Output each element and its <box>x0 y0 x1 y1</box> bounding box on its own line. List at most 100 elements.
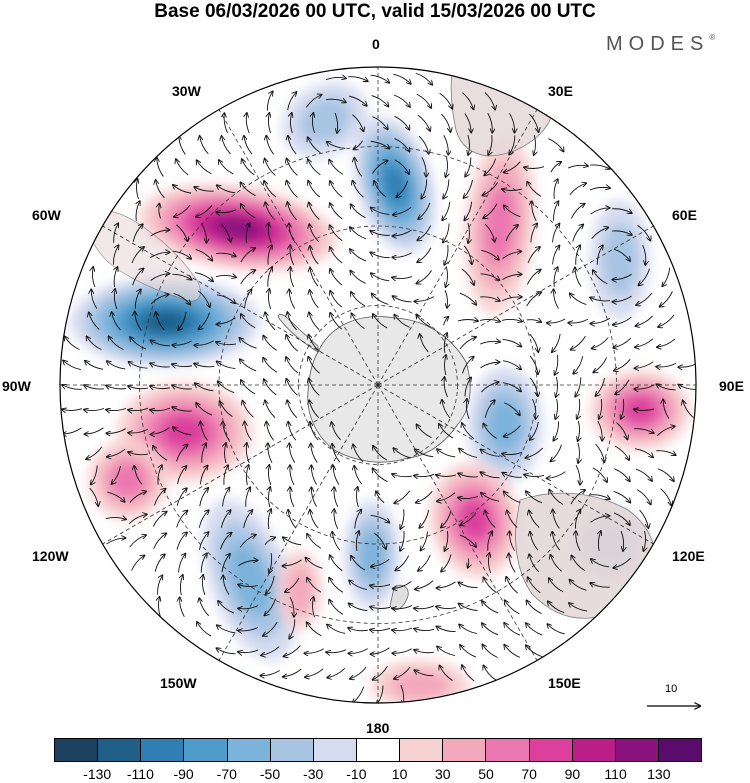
positive-anomaly-contour <box>459 499 491 541</box>
wind-arrow <box>534 134 536 155</box>
wind-arrow <box>464 179 473 198</box>
wind-arrow <box>238 585 259 587</box>
wind-arrow <box>483 203 498 218</box>
wind-arrow <box>590 318 610 323</box>
wind-arrow <box>354 158 362 177</box>
wind-arrow <box>106 385 126 388</box>
wind-arrow <box>241 204 256 219</box>
wind-arrow <box>246 443 250 464</box>
wind-arrow <box>436 606 457 608</box>
wind-arrow <box>458 473 478 477</box>
colorbar-tick-label: -30 <box>303 766 324 782</box>
wind-arrow <box>526 645 543 658</box>
wind-arrow <box>308 181 321 198</box>
wind-arrow <box>150 363 170 367</box>
wind-arrow <box>309 379 320 396</box>
land-layer <box>86 68 657 619</box>
wind-arrow <box>195 383 214 392</box>
wind-arrow <box>216 209 237 213</box>
wind-arrow <box>416 314 432 328</box>
negative-anomaly-contour <box>601 223 639 297</box>
wind-arrow <box>547 624 565 635</box>
wind-arrow <box>132 269 144 286</box>
wind-arrow <box>351 292 366 307</box>
colorbar-tick-label: 110 <box>604 766 627 782</box>
wind-arrow <box>441 113 450 132</box>
wind-arrow <box>223 575 230 595</box>
wind-arrow <box>113 245 118 265</box>
wind-arrow <box>394 115 410 129</box>
wind-arrow <box>129 535 146 548</box>
wind-arrow <box>267 267 272 287</box>
wind-arrow <box>460 645 477 658</box>
wind-arrow <box>63 360 81 371</box>
wind-arrow <box>91 289 98 309</box>
lon-label-90e: 90E <box>719 378 744 394</box>
wind-arrow <box>400 509 404 529</box>
wind-arrow <box>172 364 193 366</box>
wind-arrow <box>462 357 473 374</box>
wind-arrow <box>441 510 452 527</box>
wind-arrow <box>356 531 359 552</box>
wind-arrow <box>198 510 209 528</box>
wind-arrow <box>547 318 566 323</box>
wind-arrow <box>483 665 497 681</box>
wind-arrow <box>310 510 319 529</box>
wind-arrow <box>217 361 236 369</box>
wind-arrow <box>266 422 274 441</box>
wind-arrow <box>567 165 588 169</box>
wind-arrow <box>156 312 165 331</box>
wind-arrow <box>331 422 341 441</box>
wind-arrow <box>373 446 388 461</box>
wind-arrow <box>136 179 138 200</box>
wind-arrow <box>621 399 624 419</box>
wind-arrow <box>463 245 471 265</box>
wind-arrow <box>329 160 344 175</box>
wind-arrow <box>612 230 632 235</box>
wind-arrow <box>105 517 126 519</box>
wind-arrow <box>263 336 277 351</box>
wind-arrow <box>308 335 320 352</box>
wind-arrow <box>502 189 523 191</box>
wind-arrow <box>132 224 143 242</box>
wind-arrow <box>643 530 645 551</box>
wind-arrow <box>330 313 343 330</box>
wind-arrow <box>92 267 94 288</box>
wind-arrow <box>370 585 391 587</box>
wind-arrow <box>509 554 516 573</box>
wind-arrow <box>635 338 654 348</box>
wind-arrow <box>578 420 580 441</box>
wind-arrow <box>479 319 500 321</box>
wind-arrow <box>287 159 298 176</box>
wind-arrow <box>197 160 212 175</box>
wind-arrow <box>616 422 628 440</box>
wind-arrow <box>199 312 210 330</box>
wind-arrow <box>415 72 432 84</box>
wind-arrow <box>199 466 207 485</box>
wind-arrow <box>238 649 259 653</box>
wind-arrow <box>417 225 432 241</box>
wind-arrow <box>311 487 317 507</box>
wind-arrow <box>150 230 170 237</box>
wind-arrow <box>307 578 322 593</box>
wind-arrow <box>306 558 323 569</box>
wind-arrow <box>468 222 470 243</box>
wind-arrow <box>172 340 192 345</box>
lon-label-60e: 60E <box>672 207 697 223</box>
wind-arrow <box>554 267 558 287</box>
colorbar-swatch <box>657 739 702 761</box>
wind-arrow <box>634 384 655 389</box>
wind-arrow <box>437 449 456 458</box>
wind-arrow <box>613 248 630 261</box>
wind-arrow <box>394 159 409 174</box>
wind-arrow <box>443 179 450 198</box>
wind-arrow <box>526 320 541 322</box>
wind-arrow <box>114 289 116 310</box>
wind-arrow <box>502 382 521 392</box>
vector-scale-label: 10 <box>665 683 678 695</box>
wind-arrow <box>635 361 654 369</box>
wind-arrow <box>556 376 558 397</box>
wind-arrow <box>488 553 490 574</box>
wind-arrow <box>636 292 653 305</box>
wind-arrow <box>218 601 235 614</box>
